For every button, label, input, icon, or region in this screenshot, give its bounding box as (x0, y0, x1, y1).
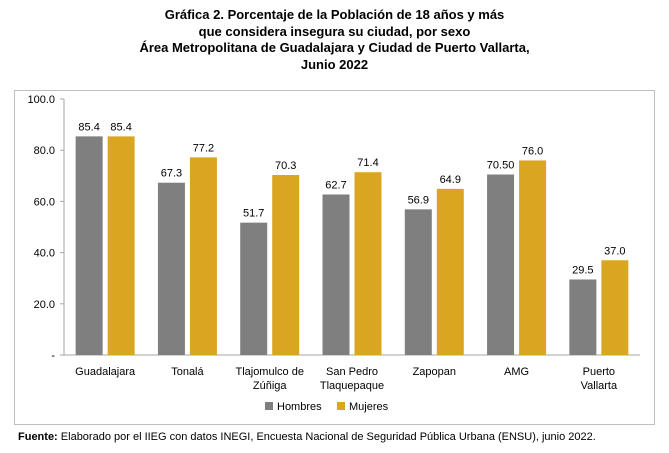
legend-swatch-mujeres (337, 402, 345, 410)
bar-hombres (157, 182, 185, 355)
chart-title-line-2: que considera insegura su ciudad, por se… (198, 23, 471, 39)
y-tick-label: 60.0 (34, 196, 55, 208)
data-label: 76.0 (522, 145, 543, 157)
bar-hombres (75, 136, 103, 355)
data-label: 62.7 (325, 179, 346, 191)
x-tick-label: Guadalajara (75, 366, 136, 378)
x-tick-label: San Pedro (326, 366, 378, 378)
x-tick-label: Zúñiga (253, 380, 288, 392)
data-label: 70.3 (275, 160, 296, 172)
x-tick-label: Puerto (583, 366, 615, 378)
y-tick-label: 40.0 (34, 248, 55, 260)
data-label: 64.9 (440, 174, 461, 186)
data-label: 37.0 (604, 245, 625, 257)
bar-mujeres (272, 175, 300, 355)
bar-hombres (487, 174, 515, 355)
legend-label-mujeres: Mujeres (349, 401, 389, 413)
source-label: Fuente: (18, 431, 58, 443)
data-label: 77.2 (193, 142, 214, 154)
x-tick-label: Zapopan (413, 366, 456, 378)
chart-title-line-4: Junio 2022 (300, 56, 369, 72)
chart-title-line-3: Área Metropolitana de Guadalajara y Ciud… (139, 40, 530, 55)
bar-mujeres (436, 188, 464, 355)
legend-label-hombres: Hombres (277, 401, 322, 413)
bar-hombres (569, 279, 597, 355)
y-tick-label: - (51, 350, 55, 362)
data-label: 85.4 (110, 121, 131, 133)
data-label: 29.5 (572, 264, 593, 276)
y-tick-label: 20.0 (34, 299, 55, 311)
chart-title-line-1: Gráfica 2. Porcentaje de la Población de… (164, 7, 505, 22)
bar-mujeres (601, 260, 629, 355)
x-tick-label: Tonalá (171, 366, 204, 378)
x-tick-label: AMG (504, 366, 529, 378)
legend-swatch-hombres (265, 402, 273, 410)
source-text: Elaborado por el IIEG con datos INEGI, E… (57, 431, 596, 443)
bar-hombres (322, 194, 350, 355)
bar-hombres (240, 222, 268, 355)
chart-title: Gráfica 2. Porcentaje de la Población de… (0, 7, 669, 73)
bar-mujeres (107, 136, 135, 355)
source-note: Fuente: Elaborado por el IIEG con datos … (18, 431, 596, 443)
data-label: 56.9 (408, 194, 429, 206)
x-tick-label: Vallarta (581, 380, 618, 392)
y-tick-label: 80.0 (34, 145, 55, 157)
data-label: 85.4 (78, 121, 99, 133)
bar-mujeres (519, 160, 547, 355)
y-tick-label: 100.0 (27, 94, 55, 106)
bar-mujeres (189, 157, 217, 355)
bar-hombres (404, 209, 432, 355)
data-label: 67.3 (161, 168, 182, 180)
data-label: 70.50 (487, 160, 515, 172)
bar-mujeres (354, 172, 382, 355)
x-tick-label: Tlajomulco de (235, 366, 303, 378)
data-label: 71.4 (357, 157, 378, 169)
chart-frame (14, 90, 655, 425)
data-label: 51.7 (243, 208, 264, 220)
x-tick-label: Tlaquepaque (320, 380, 384, 392)
